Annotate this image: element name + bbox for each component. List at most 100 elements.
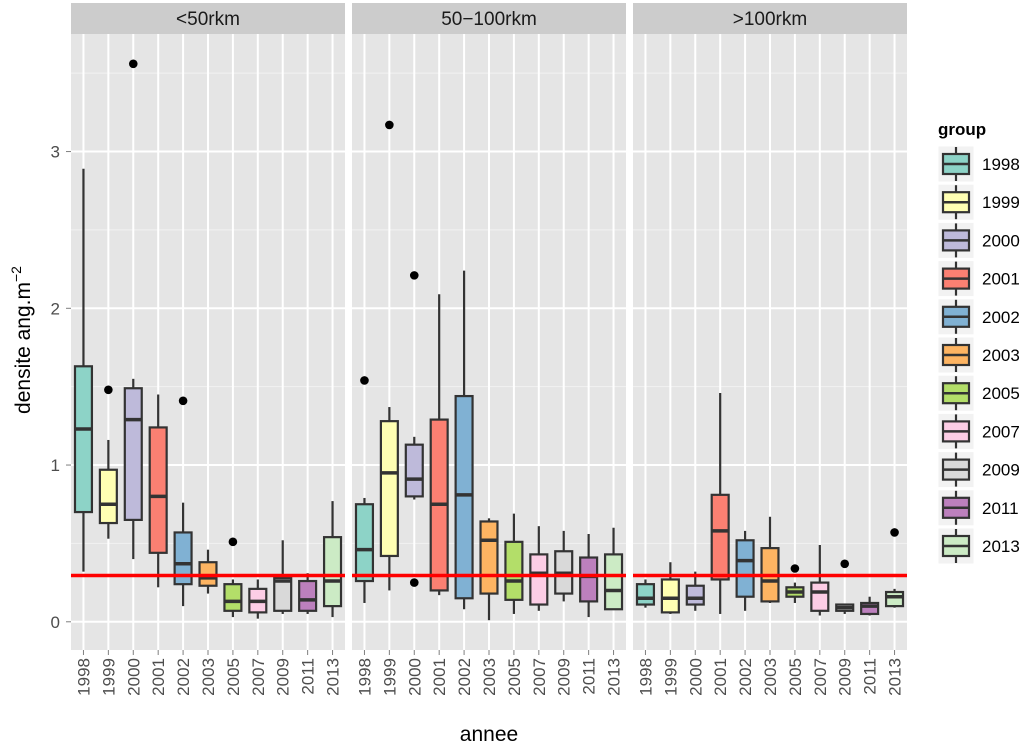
box-2011 [298, 573, 318, 614]
y-tick-label: 1 [51, 456, 60, 475]
box-body [504, 540, 524, 601]
box-body [810, 581, 830, 612]
y-axis-title-text: densite ang.m [12, 282, 35, 414]
box-1998 [635, 579, 656, 608]
legend-label: 1998 [982, 155, 1020, 174]
box-body [379, 420, 399, 558]
legend-label: 2013 [982, 537, 1020, 556]
outlier-point [385, 120, 394, 130]
box-body [603, 553, 624, 611]
box-2001 [148, 394, 168, 588]
x-tick-label: 2013 [886, 658, 905, 696]
legend-label: 2001 [982, 270, 1020, 289]
x-tick-label: 2009 [836, 658, 855, 696]
x-tick-label: 1998 [636, 658, 655, 696]
x-tick-label: 2011 [580, 658, 599, 695]
box-body [123, 387, 143, 522]
panel-2: >100rkm 1998 1999 2000 2001 2002 2003 2005 2007 2… [633, 3, 907, 696]
x-tick-label: 1999 [99, 658, 118, 696]
legend-label: 2002 [982, 308, 1020, 327]
x-tick-label: 2000 [686, 658, 705, 696]
box-body [223, 583, 243, 612]
facet-strip-label: <50rkm [176, 9, 240, 30]
x-tick-label: 2011 [299, 658, 318, 695]
outlier-point [790, 564, 800, 573]
x-tick-label: 1999 [661, 658, 680, 696]
x-tick-label: 2001 [430, 658, 449, 696]
box-2000 [404, 271, 424, 587]
x-tick-label: 2011 [861, 658, 880, 695]
y-axis-title: densite ang.m−2 [8, 266, 35, 414]
box-1998 [73, 168, 94, 572]
box-1999 [660, 562, 680, 614]
box-body [354, 503, 375, 583]
box-body [98, 468, 118, 525]
x-tick-label: 2002 [174, 658, 193, 696]
panel-0: <50rkm 1998 1999 2000 2001 2002 2003 2005 2007 20… [71, 3, 345, 696]
legend: group 1998 1999 2000 2001 2002 2003 2005 2007 20… [937, 120, 1020, 565]
outlier-point [409, 578, 419, 587]
box-2007 [248, 579, 268, 619]
x-tick-label: 2009 [274, 658, 293, 696]
x-tick-label: 2003 [480, 658, 499, 696]
box-body [660, 578, 680, 614]
legend-item-2001: 2001 [937, 260, 1020, 298]
box-2011 [579, 534, 599, 618]
box-2005 [785, 564, 805, 603]
x-tick-label: 2003 [199, 658, 218, 696]
box-2007 [529, 526, 549, 611]
x-tick-label: 1999 [380, 658, 399, 696]
box-2009 [835, 559, 855, 614]
box-body [710, 493, 730, 581]
x-tick-label: 2007 [249, 658, 268, 696]
box-body [298, 579, 318, 612]
x-tick-label: 2003 [761, 658, 780, 696]
box-body [635, 583, 656, 606]
box-2013 [884, 528, 905, 608]
y-tick-label: 2 [51, 299, 60, 318]
x-tick-label: 1998 [74, 658, 93, 696]
box-2009 [273, 540, 293, 614]
box-body [579, 556, 599, 603]
legend-label: 2009 [982, 461, 1020, 480]
box-2009 [554, 530, 574, 602]
x-tick-label: 2007 [811, 658, 830, 696]
box-body [735, 539, 755, 598]
outlier-point [178, 396, 188, 406]
box-2000 [685, 571, 705, 611]
box-2005 [504, 513, 524, 614]
box-body [454, 394, 474, 600]
outlier-point [409, 271, 419, 280]
y-tick-label: 0 [51, 613, 60, 632]
box-body [860, 601, 880, 616]
legend-label: 2011 [982, 499, 1019, 518]
box-1999 [379, 120, 399, 591]
x-tick-label: 2001 [711, 658, 730, 696]
panel-1: 50−100rkm 1998 1999 2000 2001 2002 2003 2005 200… [352, 3, 626, 696]
legend-title: group [938, 120, 986, 139]
facet-strip [633, 3, 907, 34]
x-tick-label: 2013 [324, 658, 343, 696]
box-body [884, 590, 905, 608]
x-tick-label: 2000 [405, 658, 424, 696]
legend-item-2005: 2005 [937, 374, 1020, 412]
box-2013 [603, 527, 624, 611]
box-2011 [860, 596, 880, 616]
facet-strip [352, 3, 626, 34]
box-2000 [123, 59, 143, 560]
outlier-point [890, 528, 899, 537]
box-body [73, 365, 94, 514]
legend-label: 1999 [982, 193, 1020, 212]
outlier-point [228, 537, 238, 547]
legend-item-2000: 2000 [937, 221, 1020, 259]
box-body [479, 520, 499, 595]
x-tick-label: 2007 [530, 658, 549, 696]
x-tick-label: 2001 [149, 658, 168, 696]
box-body [685, 584, 705, 606]
y-axis: 0 1 2 3 [51, 143, 71, 632]
facet-strip-label: 50−100rkm [441, 9, 537, 30]
legend-item-2011: 2011 [937, 489, 1019, 527]
x-tick-label: 2002 [736, 658, 755, 696]
box-body [273, 576, 293, 612]
